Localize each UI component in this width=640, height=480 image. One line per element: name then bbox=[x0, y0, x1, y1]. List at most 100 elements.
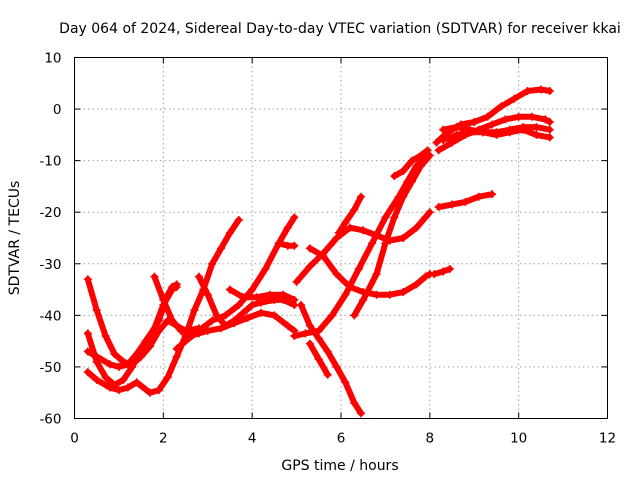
data-point bbox=[488, 190, 497, 199]
data-point bbox=[416, 151, 425, 160]
data-point bbox=[194, 326, 203, 335]
data-point bbox=[350, 311, 359, 320]
series-trace bbox=[293, 209, 433, 285]
data-point bbox=[92, 306, 101, 315]
data-point bbox=[248, 301, 257, 310]
data-point bbox=[332, 234, 341, 242]
data-point bbox=[432, 138, 441, 147]
axis-ticks: 0 2 4 6 8 10 12 10 0 -10 -20 -30 -40 -50 -60 bbox=[39, 51, 616, 447]
data-point bbox=[408, 177, 417, 186]
data-point bbox=[292, 277, 301, 286]
data-point bbox=[101, 331, 110, 340]
data-point bbox=[452, 123, 461, 132]
data-point bbox=[501, 115, 510, 124]
series-trace bbox=[435, 113, 553, 154]
data-point bbox=[412, 223, 421, 232]
data-point bbox=[496, 102, 505, 111]
data-point bbox=[168, 285, 177, 294]
data-point bbox=[356, 409, 365, 418]
data-series bbox=[83, 85, 554, 418]
data-point bbox=[270, 311, 279, 320]
y-tick-label: 0 bbox=[53, 102, 62, 118]
data-point bbox=[514, 112, 523, 121]
data-point bbox=[483, 112, 492, 121]
data-point bbox=[439, 125, 448, 134]
data-point bbox=[359, 295, 368, 304]
series-8 bbox=[225, 285, 299, 304]
series-7 bbox=[172, 213, 299, 353]
data-point bbox=[448, 138, 457, 147]
data-point bbox=[83, 329, 92, 338]
data-point bbox=[261, 264, 270, 273]
data-point bbox=[290, 241, 299, 250]
data-point bbox=[123, 383, 132, 392]
data-point bbox=[83, 368, 92, 377]
x-tick-label: 2 bbox=[159, 431, 168, 447]
data-point bbox=[532, 123, 541, 132]
data-point bbox=[372, 290, 381, 299]
series-3 bbox=[83, 215, 243, 397]
data-point bbox=[150, 272, 159, 281]
data-point bbox=[399, 166, 408, 175]
series-10 bbox=[292, 208, 434, 286]
data-point bbox=[381, 239, 390, 248]
data-point bbox=[332, 362, 341, 371]
data-point bbox=[488, 120, 497, 129]
data-point bbox=[305, 321, 314, 330]
data-point bbox=[319, 252, 328, 261]
data-point bbox=[527, 112, 536, 121]
data-point bbox=[545, 133, 554, 142]
data-point bbox=[106, 383, 115, 392]
data-point bbox=[217, 324, 226, 333]
series-18 bbox=[430, 264, 454, 279]
x-tick-label: 8 bbox=[426, 431, 435, 447]
data-point bbox=[425, 208, 434, 217]
data-point bbox=[423, 146, 432, 155]
data-point bbox=[545, 125, 554, 134]
data-point bbox=[101, 373, 110, 382]
y-tick-label: -40 bbox=[39, 308, 61, 324]
x-tick-label: 4 bbox=[248, 431, 257, 447]
data-point bbox=[128, 362, 137, 371]
data-point bbox=[412, 280, 421, 289]
data-point bbox=[439, 136, 448, 145]
data-point bbox=[356, 192, 365, 201]
data-point bbox=[341, 378, 350, 387]
series-19 bbox=[434, 190, 497, 212]
data-point bbox=[430, 270, 439, 279]
data-point bbox=[83, 347, 92, 356]
data-point bbox=[181, 337, 190, 346]
data-point bbox=[252, 293, 261, 302]
data-point bbox=[341, 218, 350, 227]
data-point bbox=[425, 151, 434, 160]
data-point bbox=[323, 347, 332, 356]
data-point bbox=[132, 350, 141, 359]
series-trace bbox=[335, 193, 364, 236]
data-point bbox=[290, 331, 299, 340]
series-17 bbox=[350, 151, 434, 320]
data-point bbox=[416, 161, 425, 170]
data-point bbox=[305, 339, 314, 348]
data-point bbox=[194, 272, 203, 281]
data-point bbox=[203, 290, 212, 299]
data-point bbox=[301, 329, 310, 338]
data-point bbox=[421, 272, 430, 281]
data-point bbox=[408, 156, 417, 165]
data-point bbox=[359, 226, 368, 235]
data-point bbox=[332, 270, 341, 279]
data-point bbox=[470, 117, 479, 126]
data-point bbox=[439, 267, 448, 276]
data-point bbox=[92, 375, 101, 384]
data-point bbox=[290, 295, 299, 304]
data-point bbox=[92, 352, 101, 361]
data-point bbox=[372, 270, 381, 279]
data-point bbox=[168, 316, 177, 325]
data-point bbox=[505, 125, 514, 134]
chart-title: Day 064 of 2024, Sidereal Day-to-day VTE… bbox=[59, 21, 621, 37]
data-point bbox=[203, 326, 212, 335]
data-point bbox=[274, 239, 283, 248]
data-point bbox=[283, 321, 292, 330]
data-point bbox=[283, 223, 292, 232]
data-point bbox=[532, 130, 541, 139]
